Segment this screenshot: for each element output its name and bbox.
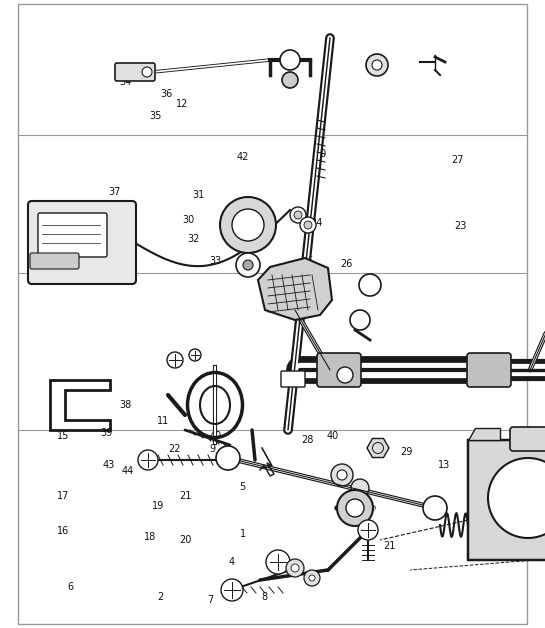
Text: 23: 23	[455, 221, 467, 231]
Circle shape	[351, 479, 369, 497]
Text: 34: 34	[73, 208, 85, 219]
Circle shape	[138, 450, 158, 470]
Circle shape	[366, 54, 388, 76]
Text: 39: 39	[100, 428, 112, 438]
Text: 7: 7	[207, 595, 213, 605]
Text: 5: 5	[239, 482, 246, 492]
Circle shape	[358, 520, 378, 540]
FancyBboxPatch shape	[115, 63, 155, 81]
Text: 35: 35	[149, 111, 161, 121]
Text: 37: 37	[108, 187, 120, 197]
Text: 14: 14	[490, 510, 502, 520]
Text: 9: 9	[209, 444, 216, 454]
FancyBboxPatch shape	[38, 213, 107, 257]
Text: 16: 16	[57, 526, 69, 536]
Circle shape	[291, 564, 299, 572]
Circle shape	[337, 470, 347, 480]
Circle shape	[372, 60, 382, 70]
Text: 26: 26	[340, 259, 352, 269]
Text: 29: 29	[400, 447, 412, 457]
Text: 19: 19	[152, 501, 164, 511]
Circle shape	[220, 197, 276, 253]
Circle shape	[286, 559, 304, 577]
Circle shape	[266, 550, 290, 574]
Polygon shape	[468, 440, 545, 560]
Circle shape	[282, 72, 298, 88]
Text: 21: 21	[384, 541, 396, 551]
Polygon shape	[468, 428, 500, 440]
Text: 27: 27	[452, 155, 464, 165]
Text: 8: 8	[261, 592, 268, 602]
Text: 25: 25	[302, 256, 314, 266]
FancyBboxPatch shape	[30, 253, 79, 269]
Text: 6: 6	[68, 582, 74, 592]
Text: 18: 18	[144, 532, 156, 542]
Text: 11: 11	[158, 416, 169, 426]
Circle shape	[350, 310, 370, 330]
Text: 33: 33	[209, 256, 221, 266]
Text: 36: 36	[160, 89, 172, 99]
Circle shape	[221, 579, 243, 601]
Text: 4: 4	[228, 557, 235, 567]
Text: 40: 40	[326, 431, 338, 441]
Circle shape	[236, 253, 260, 277]
Circle shape	[189, 349, 201, 361]
FancyBboxPatch shape	[28, 201, 136, 284]
Text: 12: 12	[177, 99, 189, 109]
Text: 28: 28	[302, 435, 314, 445]
Polygon shape	[258, 258, 332, 320]
Circle shape	[243, 260, 253, 270]
Text: 20: 20	[179, 535, 191, 545]
Circle shape	[280, 50, 300, 70]
Circle shape	[488, 458, 545, 538]
Text: 2: 2	[158, 592, 164, 602]
Text: 21: 21	[179, 491, 191, 501]
Circle shape	[304, 570, 320, 586]
Circle shape	[232, 209, 264, 241]
Circle shape	[346, 499, 364, 517]
Circle shape	[304, 221, 312, 229]
Circle shape	[294, 211, 302, 219]
Circle shape	[331, 464, 353, 486]
Circle shape	[216, 446, 240, 470]
Text: 17: 17	[57, 491, 69, 501]
Text: 32: 32	[187, 234, 199, 244]
Text: 1: 1	[239, 529, 246, 539]
Circle shape	[359, 274, 381, 296]
Text: 40: 40	[209, 431, 221, 441]
Polygon shape	[367, 438, 389, 458]
Text: 13: 13	[438, 460, 450, 470]
Circle shape	[337, 367, 353, 383]
Text: 30: 30	[182, 215, 194, 225]
Circle shape	[423, 496, 447, 520]
Text: 10: 10	[316, 149, 328, 159]
Text: 3: 3	[231, 460, 238, 470]
Circle shape	[290, 207, 306, 223]
Text: 43: 43	[103, 460, 115, 470]
Text: 22: 22	[168, 444, 180, 454]
Circle shape	[142, 67, 152, 77]
Circle shape	[309, 575, 315, 581]
Text: 41: 41	[490, 447, 502, 457]
Text: 42: 42	[237, 152, 249, 162]
Text: 31: 31	[193, 190, 205, 200]
Circle shape	[167, 352, 183, 368]
Text: 38: 38	[119, 400, 131, 410]
Text: 24: 24	[310, 218, 322, 228]
Text: 15: 15	[57, 431, 69, 441]
FancyBboxPatch shape	[317, 353, 361, 387]
Text: 44: 44	[122, 466, 134, 476]
Circle shape	[300, 217, 316, 233]
Circle shape	[337, 490, 373, 526]
Text: 34: 34	[119, 77, 131, 87]
FancyBboxPatch shape	[510, 427, 545, 451]
FancyBboxPatch shape	[467, 353, 511, 387]
FancyBboxPatch shape	[281, 371, 305, 387]
